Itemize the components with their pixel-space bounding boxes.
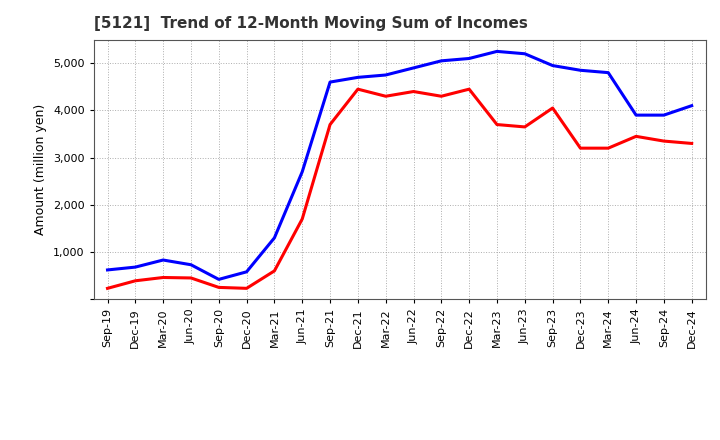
Ordinary Income	[159, 257, 168, 263]
Line: Ordinary Income: Ordinary Income	[107, 51, 692, 279]
Ordinary Income	[521, 51, 529, 56]
Ordinary Income	[242, 269, 251, 275]
Ordinary Income	[549, 63, 557, 68]
Net Income	[660, 139, 668, 144]
Ordinary Income	[604, 70, 613, 75]
Net Income	[103, 286, 112, 291]
Ordinary Income	[298, 169, 307, 174]
Net Income	[409, 89, 418, 94]
Net Income	[215, 285, 223, 290]
Net Income	[631, 134, 640, 139]
Ordinary Income	[382, 72, 390, 77]
Net Income	[242, 286, 251, 291]
Net Income	[521, 124, 529, 129]
Net Income	[604, 146, 613, 151]
Net Income	[325, 122, 334, 127]
Ordinary Income	[354, 75, 362, 80]
Ordinary Income	[409, 65, 418, 70]
Net Income	[382, 94, 390, 99]
Line: Net Income: Net Income	[107, 89, 692, 288]
Net Income	[298, 216, 307, 222]
Net Income	[186, 275, 195, 281]
Ordinary Income	[631, 113, 640, 118]
Ordinary Income	[660, 113, 668, 118]
Ordinary Income	[688, 103, 696, 108]
Ordinary Income	[576, 68, 585, 73]
Ordinary Income	[437, 58, 446, 63]
Net Income	[576, 146, 585, 151]
Ordinary Income	[186, 262, 195, 268]
Ordinary Income	[270, 235, 279, 241]
Ordinary Income	[103, 267, 112, 272]
Y-axis label: Amount (million yen): Amount (million yen)	[35, 104, 48, 235]
Net Income	[131, 278, 140, 283]
Net Income	[437, 94, 446, 99]
Text: [5121]  Trend of 12-Month Moving Sum of Incomes: [5121] Trend of 12-Month Moving Sum of I…	[94, 16, 528, 32]
Net Income	[492, 122, 501, 127]
Ordinary Income	[492, 49, 501, 54]
Ordinary Income	[131, 264, 140, 270]
Net Income	[549, 106, 557, 111]
Net Income	[465, 87, 474, 92]
Ordinary Income	[215, 277, 223, 282]
Ordinary Income	[465, 56, 474, 61]
Net Income	[688, 141, 696, 146]
Net Income	[159, 275, 168, 280]
Net Income	[270, 268, 279, 274]
Ordinary Income	[325, 80, 334, 85]
Net Income	[354, 87, 362, 92]
